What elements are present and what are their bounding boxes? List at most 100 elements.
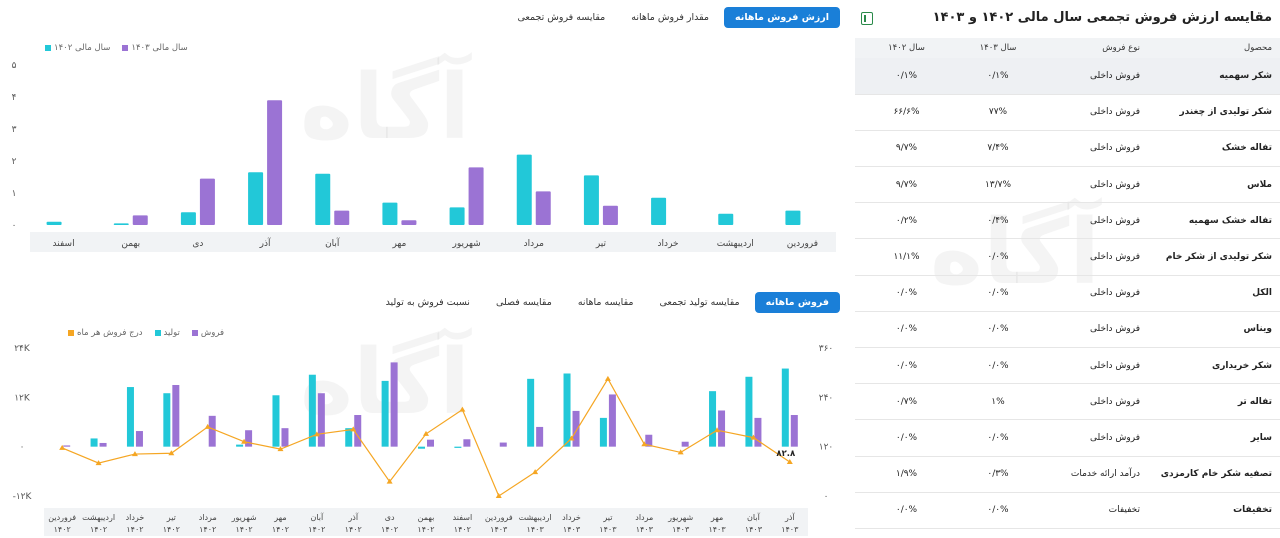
- legend-swatch: [154, 330, 161, 336]
- cell-year-1403: ۰/۱%: [958, 58, 1038, 95]
- excel-export-icon[interactable]: [861, 12, 873, 25]
- legend-item-1403[interactable]: سال مالی ۱۴۰۳: [122, 43, 188, 53]
- last-point-label: ۸۲.۸: [776, 449, 796, 459]
- bar-sales: [463, 439, 471, 447]
- tab-cumulative-sales-compare[interactable]: مقایسه فروش تجمعی: [517, 12, 606, 23]
- header-sale-type[interactable]: نوع فروش: [1102, 43, 1140, 53]
- x-tick-label: مرداد: [635, 513, 653, 522]
- bar-production: [745, 376, 753, 447]
- tab-seasonal-compare[interactable]: مقایسه فصلی: [495, 297, 552, 308]
- y2-tick-label: ۲۴۰: [819, 393, 834, 403]
- x-tick-label: مهر: [710, 513, 723, 522]
- x-tick-label: آبان: [747, 512, 761, 522]
- x-tick-label: شهریور: [667, 513, 693, 522]
- x-tick-label: خرداد: [658, 239, 679, 249]
- table-row[interactable]: شکر سهمیه فروش داخلی ۰/۱% ۰/۱%: [855, 58, 1280, 95]
- table-row[interactable]: الکل فروش داخلی ۰/۰% ۰/۰%: [855, 275, 1280, 312]
- bar-sales: [135, 431, 143, 447]
- bar-sales: [63, 445, 71, 447]
- x-tick-year: ۱۴۰۳: [636, 525, 654, 534]
- bar-sales: [754, 417, 762, 447]
- cell-sale-type: تخفیفات: [1038, 492, 1148, 529]
- point-monthly-rate: [495, 493, 502, 498]
- bar-1402: [651, 197, 667, 225]
- bar-sales: [499, 442, 507, 447]
- tab-monthly-sales[interactable]: فروش ماهانه: [754, 292, 840, 313]
- point-monthly-rate: [459, 406, 466, 412]
- bar-sales: [536, 426, 544, 447]
- point-monthly-rate: [386, 478, 393, 484]
- y-tick-label: -۱۲K: [13, 492, 33, 502]
- bar-1402: [180, 212, 196, 225]
- y-tick-label: ۱: [12, 189, 17, 199]
- tab-monthly-compare[interactable]: مقایسه ماهانه: [577, 297, 634, 308]
- bar-production: [454, 446, 462, 448]
- cell-product: ملاس: [1148, 166, 1280, 204]
- x-tick-label: خرداد: [562, 513, 581, 522]
- bar-1403: [132, 215, 148, 225]
- bottom-chart-legend: درج فروش هر ماه تولید فروش: [68, 328, 224, 338]
- tab-cumulative-production-compare[interactable]: مقایسه تولید تجمعی: [659, 297, 740, 308]
- legend-item-monthly-rate[interactable]: درج فروش هر ماه: [68, 328, 143, 338]
- y-tick-label: ۱۲K: [14, 393, 31, 403]
- x-tick-label: فروردین: [787, 239, 818, 249]
- x-tick-year: ۱۴۰۲: [199, 525, 216, 534]
- bar-1403: [199, 178, 215, 225]
- bar-production: [599, 417, 607, 447]
- x-tick-label: مرداد: [524, 239, 544, 249]
- tab-monthly-sales-quantity[interactable]: مقدار فروش ماهانه: [631, 12, 709, 23]
- table-row[interactable]: تفاله تر فروش داخلی ۱% ۰/۷%: [855, 383, 1280, 421]
- bar-sales: [790, 415, 798, 447]
- x-tick-label: اردیبهشت: [519, 513, 552, 522]
- x-tick-label: آذر: [784, 512, 795, 522]
- cell-year-1403: ۰/۳%: [958, 456, 1038, 493]
- bar-sales: [645, 434, 653, 447]
- cell-year-1402: ۰/۱%: [855, 58, 958, 95]
- bar-production: [527, 378, 535, 447]
- table-row[interactable]: ملاس فروش داخلی ۱۳/۷% ۹/۷%: [855, 166, 1280, 204]
- table-row[interactable]: سایر فروش داخلی ۰/۰% ۰/۰%: [855, 419, 1280, 457]
- bar-sales: [245, 430, 253, 447]
- point-monthly-rate: [204, 423, 211, 429]
- cell-sale-type: درآمد ارائه خدمات: [1038, 456, 1148, 493]
- table-row[interactable]: تفاله خشک فروش داخلی ۷/۴% ۹/۷%: [855, 130, 1280, 168]
- table-row[interactable]: تخفیفات تخفیفات ۰/۰% ۰/۰%: [855, 492, 1280, 529]
- y-tick-label: ۲۴K: [14, 344, 31, 354]
- y-tick-label: ۰: [20, 443, 25, 453]
- x-tick-year: ۱۴۰۳: [672, 525, 690, 534]
- table-row[interactable]: شکر تولیدی از چغندر فروش داخلی ۷۷% ۶۶/۶%: [855, 94, 1280, 131]
- tab-sales-to-production-ratio[interactable]: نسبت فروش به تولید: [385, 297, 470, 308]
- bar-1403: [401, 220, 417, 225]
- point-monthly-rate: [277, 446, 284, 452]
- tab-monthly-sales-value[interactable]: ارزش فروش ماهانه: [724, 7, 840, 28]
- point-monthly-rate: [786, 458, 793, 464]
- header-year-1403[interactable]: سال ۱۴۰۳: [979, 43, 1017, 53]
- table-row[interactable]: شکر خریداری فروش داخلی ۰/۰% ۰/۰%: [855, 347, 1280, 385]
- legend-item-production[interactable]: تولید: [154, 328, 180, 338]
- y-tick-label: ۲: [12, 157, 17, 167]
- x-tick-year: ۱۴۰۲: [308, 525, 325, 534]
- cell-year-1402: ۱۱/۱%: [855, 238, 958, 276]
- bar-production: [781, 368, 789, 447]
- header-year-1402[interactable]: سال ۱۴۰۲: [888, 43, 925, 53]
- point-monthly-rate: [241, 438, 248, 444]
- top-chart-tabs: ارزش فروش ماهانه مقدار فروش ماهانه مقایس…: [517, 7, 840, 29]
- y-tick-label: ۴: [12, 93, 17, 103]
- header-product[interactable]: محصول: [1244, 43, 1272, 53]
- cell-year-1402: ۰/۲%: [855, 202, 958, 240]
- table-row[interactable]: تفاله خشک سهمیه فروش داخلی ۰/۴% ۰/۲%: [855, 202, 1280, 240]
- legend-item-1402[interactable]: سال مالی ۱۴۰۲: [45, 43, 110, 53]
- point-monthly-rate: [350, 426, 357, 432]
- legend-item-sales[interactable]: فروش: [191, 328, 224, 338]
- x-tick-year: ۱۴۰۳: [745, 525, 763, 534]
- cell-year-1402: ۹/۷%: [855, 130, 958, 168]
- table-row[interactable]: ویناس فروش داخلی ۰/۰% ۰/۰%: [855, 311, 1280, 349]
- bar-sales: [390, 362, 398, 447]
- point-monthly-rate: [750, 434, 757, 440]
- point-monthly-rate: [714, 427, 721, 433]
- y2-tick-label: ۱۲۰: [819, 443, 834, 453]
- table-row[interactable]: تصفیه شکر خام کارمزدی درآمد ارائه خدمات ۰/…: [855, 456, 1280, 493]
- table-row[interactable]: شکر تولیدی از شکر خام فروش داخلی ۰/۰% ۱۱/۱%: [855, 238, 1280, 276]
- point-monthly-rate: [59, 444, 66, 450]
- bar-1402: [315, 173, 331, 225]
